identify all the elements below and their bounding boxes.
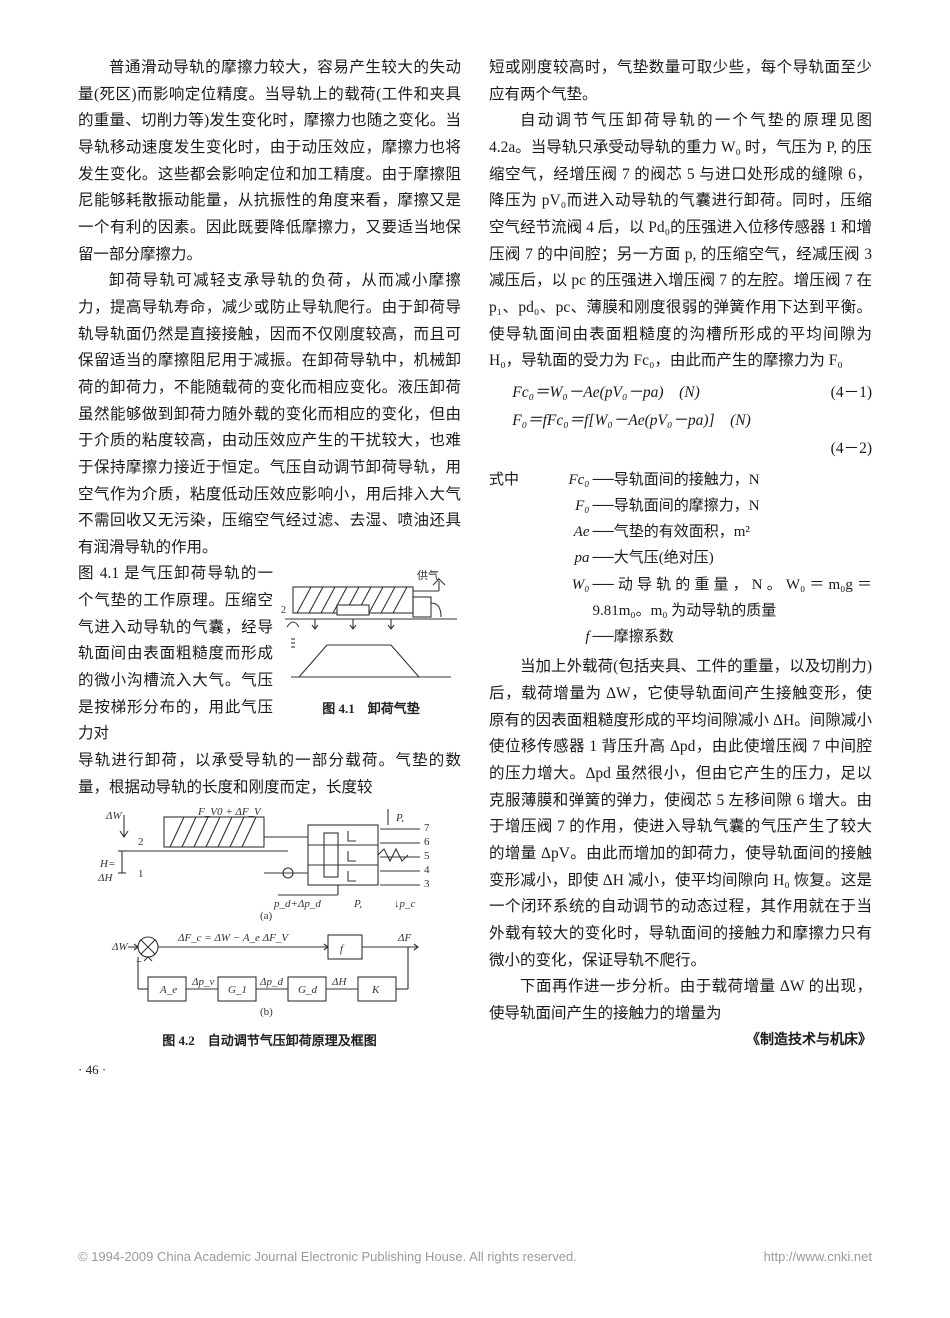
svg-text:P,: P, (353, 898, 362, 910)
paragraph: 自动调节气压卸荷导轨的一个气垫的原理见图 4.2a。当导轨只承受动导轨的重力 W… (489, 108, 872, 375)
svg-text:2: 2 (281, 605, 286, 616)
equation-4-2-num: (4－2) (512, 435, 872, 463)
fig-4-1-svg: 2 供气 (281, 565, 461, 695)
figure-4-1: 2 供气 图 4.1 卸荷气垫 (281, 565, 461, 720)
paragraph-part-a: 图 4.1 是气压卸荷导轨的一个气垫的工作原理。压缩空气进入动导轨的气囊，经导轨… (78, 565, 273, 742)
svg-text:↓p_c: ↓p_c (394, 898, 416, 910)
page: 普通滑动导轨的摩擦力较大，容易产生较大的失动量(死区)而影响定位精度。当导轨上的… (0, 0, 950, 1318)
svg-text:p_d+Δp_d: p_d+Δp_d (273, 898, 321, 910)
page-number: · 46 · (78, 1059, 461, 1081)
svg-text:ΔW: ΔW (105, 810, 122, 822)
svg-text:Δp_d: Δp_d (259, 976, 283, 988)
svg-text:Δp_v: Δp_v (191, 976, 214, 988)
fig-4-2-svg: F_V0 + ΔF_V ΔW H= ΔH (78, 807, 458, 1027)
svg-text:3: 3 (424, 878, 430, 890)
svg-text:2: 2 (138, 836, 144, 848)
footer: © 1994-2009 China Academic Journal Elect… (78, 1249, 872, 1264)
where-item: pa ──大气压(绝对压) (489, 545, 872, 571)
paragraph-part-b: 导轨进行卸荷，以承受导轨的一部分载荷。气垫的数量，根据动导轨的长度和刚度而定，长… (78, 748, 461, 801)
where-item: 式中 Fc₀ ──导轨面间的接触力，N (489, 467, 872, 493)
svg-text:A_e: A_e (159, 984, 177, 996)
svg-text:(b): (b) (260, 1006, 273, 1018)
left-column: 普通滑动导轨的摩擦力较大，容易产生较大的失动量(死区)而影响定位精度。当导轨上的… (78, 55, 461, 1081)
paragraph: 当加上外载荷(包括夹具、工件的重量，以及切削力)后，载荷增量为 ΔW，它使导轨面… (489, 654, 872, 974)
svg-text:6: 6 (424, 836, 430, 848)
equation-body: Fc₀＝W₀－Ae(pV₀－pa) (N) (512, 379, 699, 407)
journal-name: 《制造技术与机床》 (489, 1029, 872, 1053)
paragraph: 卸荷导轨可减轻支承导轨的负荷，从而减小摩擦力，提高导轨寿命，减少或防止导轨爬行。… (78, 268, 461, 561)
svg-text:F_V0 + ΔF_V: F_V0 + ΔF_V (197, 807, 262, 818)
equation-number: (4－1) (831, 379, 872, 407)
figure-4-1-caption: 图 4.1 卸荷气垫 (281, 698, 461, 720)
svg-text:ΔF_c = ΔW − A_e ΔF_V: ΔF_c = ΔW − A_e ΔF_V (177, 932, 289, 944)
figure-4-2-caption: 图 4.2 自动调节气压卸荷原理及框图 (78, 1030, 461, 1052)
where-item: Ae ──气垫的有效面积，m² (489, 519, 872, 545)
paragraph: 下面再作进一步分析。由于载荷增量 ΔW 的出现，使导轨面间产生的接触力的增量为 (489, 974, 872, 1027)
footer-url: http://www.cnki.net (764, 1249, 872, 1264)
svg-text:ΔH: ΔH (97, 872, 113, 884)
svg-text:f: f (340, 943, 345, 955)
equation-4-2: F₀＝fFc₀＝f[W₀－Ae(pV₀－pa)] (N) (512, 407, 872, 435)
svg-text:G_d: G_d (298, 984, 317, 996)
copyright-text: © 1994-2009 China Academic Journal Elect… (78, 1249, 577, 1264)
svg-text:(a): (a) (260, 910, 273, 922)
where-symbol: Ae (527, 519, 593, 545)
svg-text:H=: H= (99, 858, 115, 870)
svg-text:K: K (371, 984, 380, 996)
paragraph: 短或刚度较高时，气垫数量可取少些，每个导轨面至少应有两个气垫。 (489, 55, 872, 108)
equations-block: Fc₀＝W₀－Ae(pV₀－pa) (N) (4－1) F₀＝fFc₀＝f[W₀… (512, 379, 872, 463)
svg-text:1: 1 (138, 868, 144, 880)
paragraph: 普通滑动导轨的摩擦力较大，容易产生较大的失动量(死区)而影响定位精度。当导轨上的… (78, 55, 461, 268)
where-list: 式中 Fc₀ ──导轨面间的接触力，N F₀ ──导轨面间的摩擦力，N Ae ─… (489, 467, 872, 651)
equation-number: (4－2) (831, 435, 872, 463)
svg-text:4: 4 (424, 864, 430, 876)
where-symbol: pa (527, 545, 593, 571)
svg-text:ΔH: ΔH (331, 976, 347, 988)
right-column: 短或刚度较高时，气垫数量可取少些，每个导轨面至少应有两个气垫。 自动调节气压卸荷… (489, 55, 872, 1081)
where-item: F₀ ──导轨面间的摩擦力，N (489, 493, 872, 519)
svg-text:ΔF: ΔF (397, 932, 411, 944)
figure-4-2: F_V0 + ΔF_V ΔW H= ΔH (78, 807, 461, 1052)
where-item: f ──摩擦系数 (489, 624, 872, 650)
where-definition: ──气垫的有效面积，m² (593, 519, 873, 545)
paragraph-with-figure: 2 供气 图 4.1 卸荷气垫 图 4.1 是气压卸荷导轨的一个气垫的工作原理。… (78, 561, 461, 748)
svg-text:5: 5 (424, 850, 430, 862)
svg-text:供气: 供气 (417, 568, 439, 582)
svg-text:ΔW: ΔW (111, 941, 128, 953)
where-label: 式中 (489, 467, 527, 493)
equation-body: F₀＝fFc₀＝f[W₀－Ae(pV₀－pa)] (N) (512, 407, 751, 435)
svg-text:−: − (136, 956, 142, 968)
where-definition: ──摩擦系数 (593, 624, 873, 650)
equation-4-1: Fc₀＝W₀－Ae(pV₀－pa) (N) (4－1) (512, 379, 872, 407)
where-symbol: Fc₀ (527, 467, 593, 493)
where-symbol: F₀ (527, 493, 593, 519)
where-item: W₀ ──动导轨的重量，N。W₀＝m₀g＝9.81m₀。m₀ 为动导轨的质量 (489, 572, 872, 625)
where-definition: ──动导轨的重量，N。W₀＝m₀g＝9.81m₀。m₀ 为动导轨的质量 (593, 572, 873, 625)
where-symbol: W₀ (527, 572, 593, 625)
where-definition: ──导轨面间的接触力，N (593, 467, 873, 493)
where-definition: ──大气压(绝对压) (593, 545, 873, 571)
where-symbol: f (527, 624, 593, 650)
svg-text:G_1: G_1 (228, 984, 247, 996)
svg-text:P,: P, (395, 812, 404, 824)
two-column-layout: 普通滑动导轨的摩擦力较大，容易产生较大的失动量(死区)而影响定位精度。当导轨上的… (78, 55, 872, 1081)
where-definition: ──导轨面间的摩擦力，N (593, 493, 873, 519)
svg-text:7: 7 (424, 822, 430, 834)
